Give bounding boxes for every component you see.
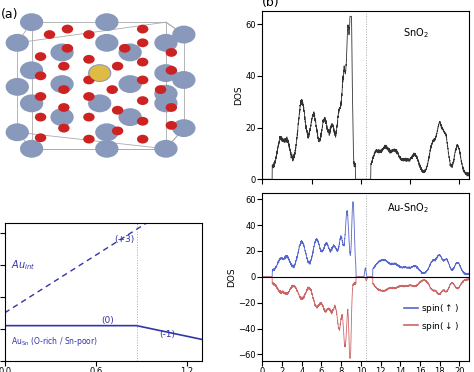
Circle shape bbox=[83, 113, 95, 122]
Circle shape bbox=[50, 44, 73, 61]
Text: Au$_\mathregular{int}$: Au$_\mathregular{int}$ bbox=[11, 258, 36, 272]
Circle shape bbox=[118, 75, 142, 93]
Circle shape bbox=[6, 34, 29, 52]
Circle shape bbox=[155, 140, 178, 158]
Circle shape bbox=[172, 26, 195, 44]
Circle shape bbox=[107, 85, 118, 94]
Circle shape bbox=[83, 30, 95, 39]
Circle shape bbox=[155, 85, 166, 94]
Y-axis label: DOS: DOS bbox=[227, 267, 236, 286]
Circle shape bbox=[172, 119, 195, 137]
Circle shape bbox=[35, 134, 46, 142]
Circle shape bbox=[88, 64, 111, 82]
Circle shape bbox=[137, 25, 148, 33]
Circle shape bbox=[137, 58, 148, 67]
Circle shape bbox=[35, 71, 46, 80]
Circle shape bbox=[95, 13, 118, 31]
Circle shape bbox=[58, 103, 70, 112]
Circle shape bbox=[155, 34, 178, 52]
Circle shape bbox=[95, 123, 118, 141]
Circle shape bbox=[20, 94, 43, 112]
Circle shape bbox=[172, 71, 195, 89]
Circle shape bbox=[118, 44, 142, 61]
Circle shape bbox=[112, 106, 123, 115]
Circle shape bbox=[165, 48, 177, 57]
Text: (a): (a) bbox=[1, 8, 18, 21]
Circle shape bbox=[155, 85, 178, 103]
Text: Au$_\mathregular{Sn}$ (O-rich / Sn-poor): Au$_\mathregular{Sn}$ (O-rich / Sn-poor) bbox=[11, 335, 98, 348]
Circle shape bbox=[20, 140, 43, 158]
Circle shape bbox=[44, 30, 55, 39]
Text: SnO$_2$: SnO$_2$ bbox=[403, 26, 429, 40]
Circle shape bbox=[83, 92, 95, 101]
Circle shape bbox=[58, 124, 70, 132]
Circle shape bbox=[155, 94, 178, 112]
Circle shape bbox=[95, 34, 118, 52]
Circle shape bbox=[88, 94, 111, 112]
Circle shape bbox=[58, 62, 70, 71]
Circle shape bbox=[137, 96, 148, 105]
Text: (b): (b) bbox=[263, 0, 280, 9]
Circle shape bbox=[62, 44, 73, 53]
Circle shape bbox=[83, 135, 95, 144]
Circle shape bbox=[165, 103, 177, 112]
Circle shape bbox=[62, 25, 73, 33]
Circle shape bbox=[112, 126, 123, 135]
Circle shape bbox=[165, 66, 177, 75]
Circle shape bbox=[20, 13, 43, 31]
Circle shape bbox=[137, 117, 148, 126]
Circle shape bbox=[35, 52, 46, 61]
Circle shape bbox=[155, 64, 178, 82]
Circle shape bbox=[83, 55, 95, 64]
Circle shape bbox=[119, 44, 130, 53]
Circle shape bbox=[50, 75, 73, 93]
Text: (-1): (-1) bbox=[159, 330, 175, 339]
Circle shape bbox=[137, 76, 148, 84]
Text: (+3): (+3) bbox=[114, 235, 134, 244]
Circle shape bbox=[89, 65, 110, 81]
Circle shape bbox=[95, 140, 118, 158]
Circle shape bbox=[6, 78, 29, 96]
Circle shape bbox=[137, 135, 148, 144]
Circle shape bbox=[35, 113, 46, 122]
Text: Au-SnO$_2$: Au-SnO$_2$ bbox=[386, 201, 428, 215]
Y-axis label: DOS: DOS bbox=[234, 86, 243, 105]
Text: (0): (0) bbox=[102, 316, 115, 325]
Circle shape bbox=[35, 92, 46, 101]
Circle shape bbox=[112, 62, 123, 71]
Circle shape bbox=[165, 121, 177, 130]
Legend: spin($\uparrow$), spin($\downarrow$): spin($\uparrow$), spin($\downarrow$) bbox=[401, 298, 463, 336]
Circle shape bbox=[118, 108, 142, 126]
Circle shape bbox=[20, 61, 43, 79]
Circle shape bbox=[83, 76, 95, 84]
Circle shape bbox=[58, 85, 70, 94]
Circle shape bbox=[50, 108, 73, 126]
Circle shape bbox=[6, 123, 29, 141]
Circle shape bbox=[137, 38, 148, 47]
